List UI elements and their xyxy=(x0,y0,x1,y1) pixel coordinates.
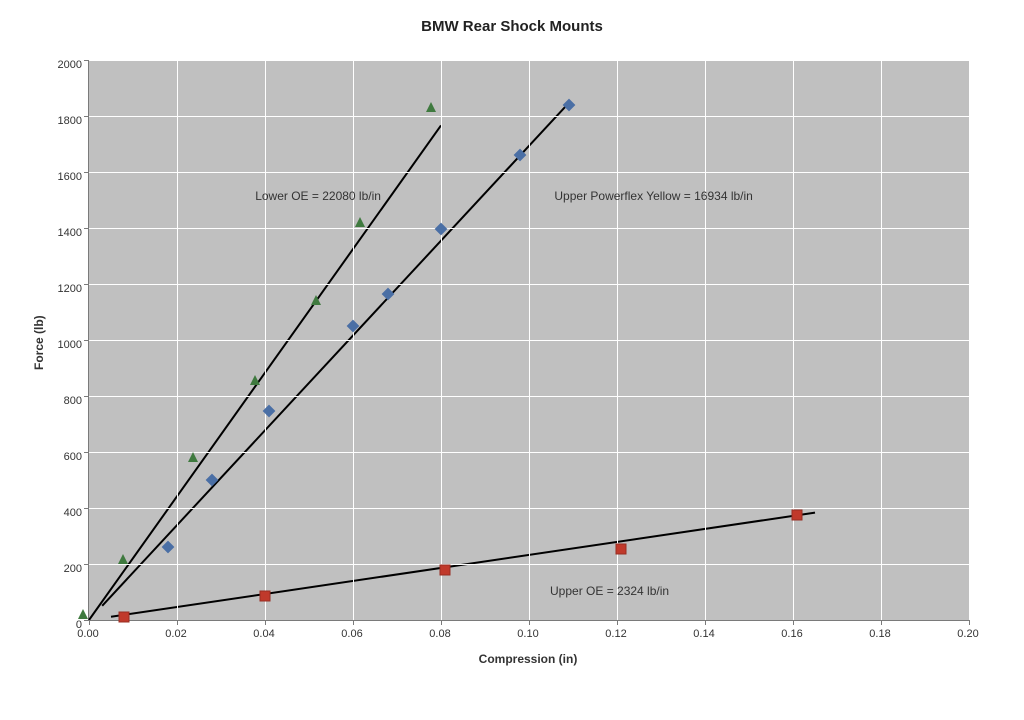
gridline-h xyxy=(89,172,969,173)
gridline-h xyxy=(89,60,969,61)
x-tick-label: 0.10 xyxy=(517,628,538,640)
tick-mark-y xyxy=(84,340,89,341)
gridline-v xyxy=(969,60,970,620)
tick-mark-y xyxy=(84,60,89,61)
y-tick-label: 2000 xyxy=(48,59,82,71)
data-point xyxy=(440,564,451,575)
tick-mark-x xyxy=(265,620,266,625)
tick-mark-x xyxy=(969,620,970,625)
chart-title: BMW Rear Shock Mounts xyxy=(0,18,1024,35)
y-tick-label: 200 xyxy=(48,563,82,575)
trend-line xyxy=(102,103,568,606)
y-tick-label: 400 xyxy=(48,507,82,519)
tick-mark-x xyxy=(441,620,442,625)
tick-mark-y xyxy=(84,620,89,621)
y-tick-label: 0 xyxy=(48,619,82,631)
tick-mark-x xyxy=(793,620,794,625)
data-point xyxy=(354,216,366,228)
gridline-h xyxy=(89,228,969,229)
tick-mark-x xyxy=(177,620,178,625)
tick-mark-y xyxy=(84,396,89,397)
y-tick-label: 600 xyxy=(48,451,82,463)
tick-mark-y xyxy=(84,452,89,453)
gridline-h xyxy=(89,340,969,341)
y-tick-label: 1400 xyxy=(48,227,82,239)
chart-container: BMW Rear Shock Mounts Compression (in) F… xyxy=(0,0,1024,720)
plot-area xyxy=(88,60,969,621)
y-tick-label: 800 xyxy=(48,395,82,407)
gridline-h xyxy=(89,116,969,117)
tick-mark-x xyxy=(89,620,90,625)
annotation: Lower OE = 22080 lb/in xyxy=(255,189,381,203)
data-point xyxy=(310,294,322,306)
data-point xyxy=(117,553,129,565)
annotation: Upper OE = 2324 lb/in xyxy=(550,584,669,598)
data-point xyxy=(119,611,130,622)
x-tick-label: 0.20 xyxy=(957,628,978,640)
data-point xyxy=(260,591,271,602)
y-axis-label: Force (lb) xyxy=(32,315,46,370)
data-point xyxy=(425,101,437,113)
gridline-h xyxy=(89,564,969,565)
tick-mark-x xyxy=(617,620,618,625)
x-tick-label: 0.06 xyxy=(341,628,362,640)
x-tick-label: 0.02 xyxy=(165,628,186,640)
tick-mark-y xyxy=(84,228,89,229)
gridline-h xyxy=(89,284,969,285)
data-point xyxy=(792,510,803,521)
y-tick-label: 1600 xyxy=(48,171,82,183)
data-point xyxy=(616,543,627,554)
tick-mark-y xyxy=(84,284,89,285)
y-tick-label: 1000 xyxy=(48,339,82,351)
tick-mark-y xyxy=(84,116,89,117)
tick-mark-y xyxy=(84,564,89,565)
x-tick-label: 0.14 xyxy=(693,628,714,640)
tick-mark-x xyxy=(353,620,354,625)
x-tick-label: 0.12 xyxy=(605,628,626,640)
x-tick-label: 0.08 xyxy=(429,628,450,640)
tick-mark-y xyxy=(84,172,89,173)
data-point xyxy=(249,374,261,386)
tick-mark-x xyxy=(705,620,706,625)
gridline-h xyxy=(89,452,969,453)
x-tick-label: 0.18 xyxy=(869,628,890,640)
x-axis-label: Compression (in) xyxy=(88,652,968,666)
annotation: Upper Powerflex Yellow = 16934 lb/in xyxy=(554,189,752,203)
y-tick-label: 1800 xyxy=(48,115,82,127)
x-tick-label: 0.04 xyxy=(253,628,274,640)
tick-mark-x xyxy=(529,620,530,625)
data-point xyxy=(187,451,199,463)
x-tick-label: 0.16 xyxy=(781,628,802,640)
gridline-h xyxy=(89,396,969,397)
tick-mark-x xyxy=(881,620,882,625)
gridline-h xyxy=(89,508,969,509)
y-tick-label: 1200 xyxy=(48,283,82,295)
tick-mark-y xyxy=(84,508,89,509)
